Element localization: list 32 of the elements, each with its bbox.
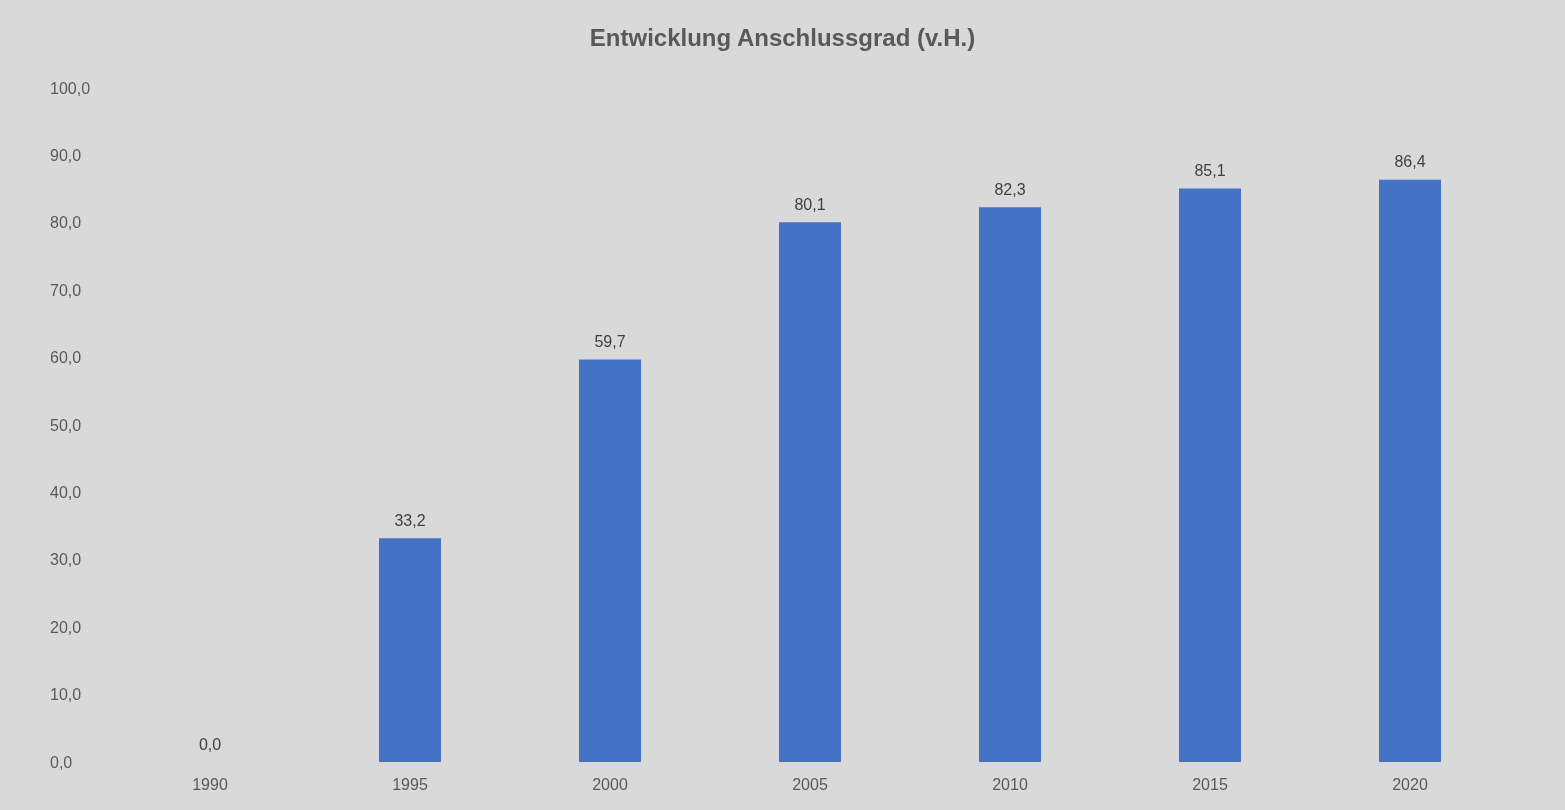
y-tick-label: 20,0 [50, 618, 82, 636]
y-tick-label: 100,0 [50, 79, 91, 97]
bar [1379, 179, 1441, 762]
y-tick-label: 50,0 [50, 416, 82, 434]
data-label: 86,4 [1394, 153, 1426, 171]
data-label: 59,7 [594, 333, 626, 351]
y-tick-label: 80,0 [50, 214, 82, 232]
y-tick-label: 90,0 [50, 146, 82, 164]
y-tick-label: 30,0 [50, 551, 82, 569]
y-tick-label: 60,0 [50, 349, 82, 367]
y-tick-label: 10,0 [50, 686, 82, 704]
data-label: 33,2 [394, 511, 426, 529]
data-label: 82,3 [994, 180, 1026, 198]
bar [379, 538, 441, 762]
y-tick-label: 0,0 [50, 753, 73, 771]
x-tick-label: 1990 [192, 775, 228, 793]
x-tick-label: 2010 [992, 775, 1028, 793]
y-tick-label: 40,0 [50, 483, 82, 501]
x-tick-label: 1995 [392, 775, 428, 793]
x-tick-label: 2000 [592, 775, 628, 793]
data-label: 80,1 [794, 195, 826, 213]
bar [979, 207, 1041, 762]
data-label: 85,1 [1194, 161, 1226, 179]
x-tick-label: 2005 [792, 775, 828, 793]
bar [779, 222, 841, 762]
x-tick-label: 2020 [1392, 775, 1428, 793]
data-label: 0,0 [198, 735, 222, 753]
chart-title: Entwicklung Anschlussgrad (v.H.) [589, 23, 976, 51]
bar [1179, 188, 1241, 762]
bar [579, 359, 641, 762]
x-tick-label: 2015 [1192, 775, 1228, 793]
y-tick-label: 70,0 [50, 281, 82, 299]
